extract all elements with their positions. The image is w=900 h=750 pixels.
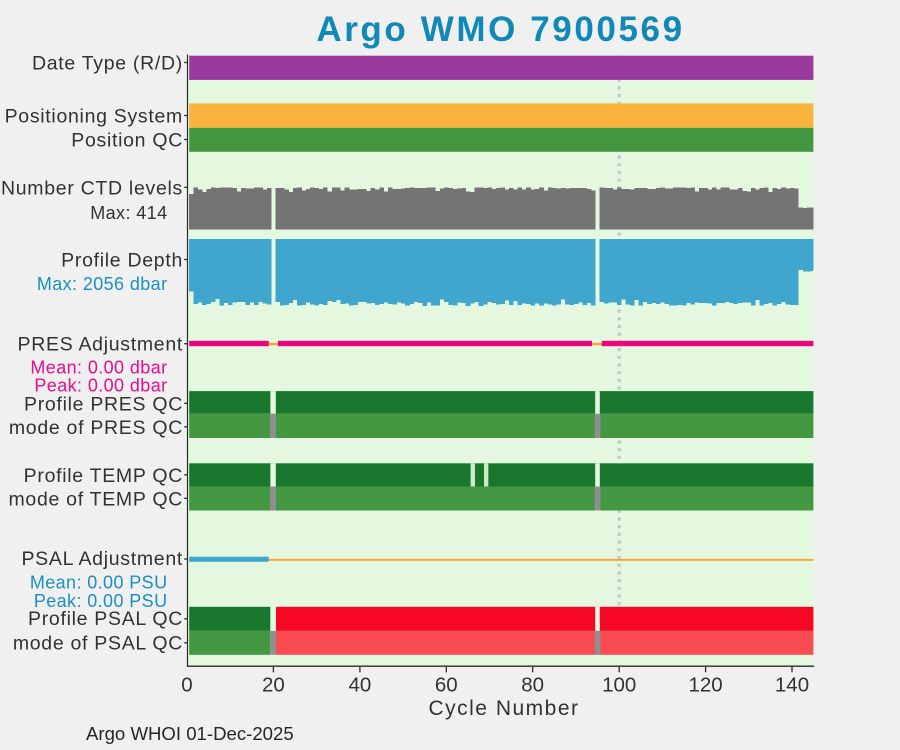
svg-text:Mean: 0.00 PSU: Mean: 0.00 PSU <box>30 572 168 592</box>
svg-text:Argo WHOI 01-Dec-2025: Argo WHOI 01-Dec-2025 <box>86 723 294 744</box>
svg-text:Cycle Number: Cycle Number <box>428 697 579 720</box>
svg-text:120: 120 <box>688 674 722 697</box>
svg-text:Peak: 0.00 PSU: Peak: 0.00 PSU <box>34 591 168 611</box>
svg-text:Argo WMO 7900569: Argo WMO 7900569 <box>316 10 684 49</box>
svg-text:Mean: 0.00 dbar: Mean: 0.00 dbar <box>30 358 167 378</box>
svg-text:Profile TEMP QC: Profile TEMP QC <box>24 465 183 487</box>
svg-text:Date Type (R/D): Date Type (R/D) <box>32 53 183 75</box>
svg-text:80: 80 <box>521 674 544 697</box>
svg-text:mode of TEMP QC: mode of TEMP QC <box>8 489 183 511</box>
svg-text:60: 60 <box>435 674 458 697</box>
svg-text:20: 20 <box>262 674 285 697</box>
svg-text:mode of PSAL QC: mode of PSAL QC <box>13 633 183 655</box>
svg-text:0: 0 <box>181 674 192 697</box>
svg-text:Number CTD levels: Number CTD levels <box>1 177 183 199</box>
svg-text:Profile PSAL QC: Profile PSAL QC <box>28 608 183 630</box>
svg-text:Max: 2056 dbar: Max: 2056 dbar <box>37 274 168 294</box>
svg-text:PSAL Adjustment: PSAL Adjustment <box>21 548 183 570</box>
svg-text:Profile Depth: Profile Depth <box>61 249 183 271</box>
svg-text:PRES Adjustment: PRES Adjustment <box>18 334 184 356</box>
svg-text:Profile PRES QC: Profile PRES QC <box>24 393 183 415</box>
svg-text:100: 100 <box>602 674 636 697</box>
svg-text:mode of PRES QC: mode of PRES QC <box>9 417 183 439</box>
svg-text:Positioning System: Positioning System <box>5 105 183 127</box>
svg-text:140: 140 <box>775 674 809 697</box>
svg-text:Position QC: Position QC <box>71 129 183 151</box>
svg-text:Peak: 0.00 dbar: Peak: 0.00 dbar <box>34 375 167 395</box>
svg-text:Max: 414: Max: 414 <box>90 203 167 223</box>
svg-text:40: 40 <box>348 674 371 697</box>
